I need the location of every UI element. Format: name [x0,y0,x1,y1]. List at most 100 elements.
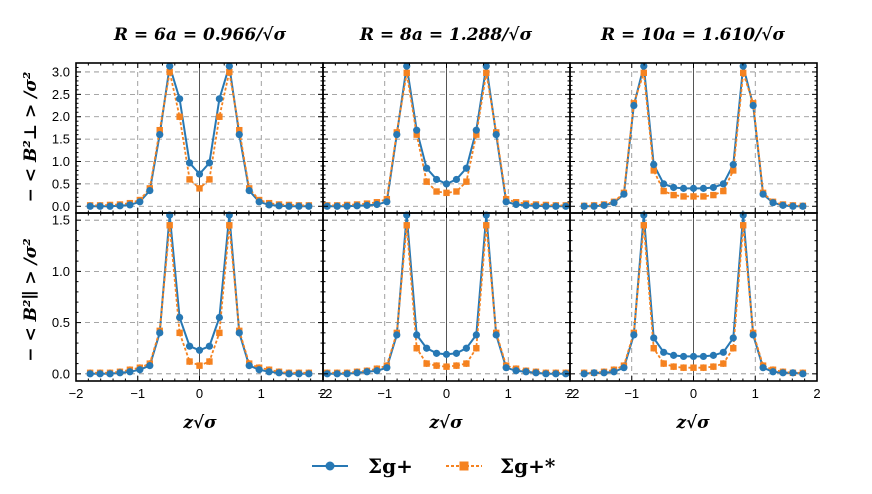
point-sigma [472,331,480,339]
point-sigma [580,370,588,378]
point-sigma [126,201,134,209]
point-sigma [96,202,104,210]
point-sigma [255,198,263,206]
point-sigma [383,198,391,206]
point-sigma-star [413,131,420,138]
point-sigma [166,62,174,70]
point-sigma [580,202,588,210]
point-sigma [106,202,114,210]
ytick-label: 1.0 [52,264,70,279]
xtick-label: 0 [196,386,203,401]
point-sigma [136,366,144,374]
point-sigma [185,342,194,350]
point-sigma [532,202,540,210]
panel-bottom-middle: −2 −1 0 1 2 [318,211,574,401]
point-sigma [600,201,608,209]
point-sigma [295,370,303,378]
point-sigma-star [740,222,747,229]
point-sigma [779,201,787,209]
point-sigma-star [206,176,213,183]
point-sigma [552,202,560,210]
point-sigma [413,331,421,339]
xlabel-3: z√σ [675,413,710,433]
point-sigma [305,202,313,210]
point-sigma-star [236,126,243,134]
point-sigma [452,175,461,184]
xtick-label: −1 [624,386,639,401]
point-sigma [749,101,757,110]
xtick-label: 0 [443,386,450,401]
point-sigma [799,202,807,210]
point-sigma [432,175,441,184]
point-sigma [670,351,678,359]
point-sigma [462,344,470,352]
point-sigma [729,334,737,342]
point-sigma [353,202,361,210]
point-sigma-star [206,358,213,365]
point-sigma [96,370,104,378]
point-sigma-star [690,193,697,200]
point-sigma [363,368,371,376]
point-sigma-star [660,187,667,195]
panel-bottom-left: 0.0 0.5 1.0 1.5 −2 −1 0 1 2 [52,211,327,401]
point-sigma-star [176,113,183,120]
point-sigma [512,367,520,375]
point-sigma [363,201,371,209]
ytick-label: 2.5 [52,87,70,102]
point-sigma [245,187,253,195]
xlabel-2: z√σ [428,413,463,433]
point-sigma [660,180,668,188]
point-sigma [333,202,341,210]
point-sigma [333,370,341,378]
point-sigma [610,199,618,207]
panels: 0.0 0.5 1.0 1.5 2.0 2.5 3.0 0.0 0.5 1.0 1.5 −2 −1 0 1 2… [52,62,821,401]
point-sigma [393,331,401,339]
point-sigma [195,170,204,178]
point-sigma-star [433,362,440,369]
point-sigma [650,161,658,169]
point-sigma [146,362,154,370]
point-sigma [482,62,490,70]
legend-marker-sigma-star [459,461,469,471]
point-sigma-star [166,68,173,76]
point-sigma-star [186,176,193,183]
point-sigma [373,200,381,209]
point-sigma [699,352,708,361]
point-sigma-star [710,363,717,370]
point-sigma [116,369,124,377]
point-sigma [176,313,184,322]
ytick-label: 2.0 [52,109,70,124]
legend-marker-sigma [325,461,335,471]
point-sigma-star [640,222,647,229]
point-sigma [542,370,550,378]
xtick-label: 0 [690,386,697,401]
point-sigma-star [403,222,410,229]
point-sigma-star [670,191,677,199]
ytick-label: 1.5 [52,213,70,228]
point-sigma [343,202,351,210]
point-sigma-star [413,345,420,352]
panel-top-right [569,62,818,214]
point-sigma [245,362,253,370]
point-sigma-star [680,364,687,371]
ylabel-top: − < B²⊥ > /σ² [21,72,41,203]
point-sigma-star [453,188,460,195]
point-sigma [492,131,500,139]
point-sigma-star [226,222,233,229]
point-sigma [205,159,214,167]
point-sigma [156,329,164,337]
point-sigma-star [423,178,430,185]
point-sigma [789,202,797,210]
point-sigma [739,62,747,70]
point-sigma [265,201,273,209]
point-sigma [156,131,164,139]
point-sigma [709,183,717,192]
point-sigma [789,369,797,377]
point-sigma [749,331,757,339]
point-sigma [146,187,154,195]
point-sigma [295,202,303,210]
point-sigma [432,349,441,357]
point-sigma [492,331,500,339]
point-sigma [442,350,451,358]
